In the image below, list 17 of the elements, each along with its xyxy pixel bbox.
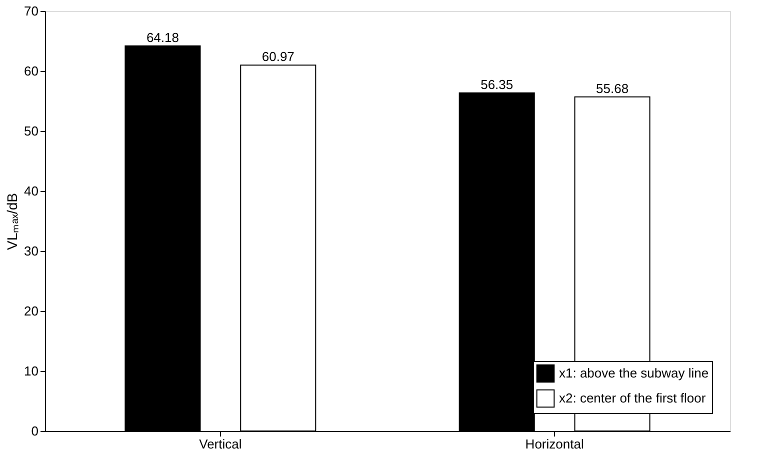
y-tick-label: 60	[24, 64, 38, 78]
y-tick-label: 20	[24, 304, 38, 318]
y-tick-label: 70	[24, 4, 38, 18]
y-tick-label: 50	[24, 124, 38, 138]
data-label: 64.18	[146, 30, 179, 45]
legend-label: x2: center of the first floor	[559, 390, 706, 406]
x-tick-label: Vertical	[199, 436, 242, 452]
data-label: 55.68	[596, 80, 629, 96]
y-tick-label: 30	[24, 244, 38, 258]
legend-label: x1: above the subway line	[559, 366, 709, 380]
data-label: 60.97	[262, 49, 294, 64]
data-label: 56.35	[480, 76, 514, 92]
y-axis-title: VLₘₐₓ/dB	[4, 193, 20, 250]
x-tick-label: Horizontal	[525, 436, 584, 452]
y-tick-label: 0	[31, 424, 38, 438]
y-tick-label: 10	[24, 364, 38, 378]
y-tick-label: 40	[24, 184, 38, 198]
